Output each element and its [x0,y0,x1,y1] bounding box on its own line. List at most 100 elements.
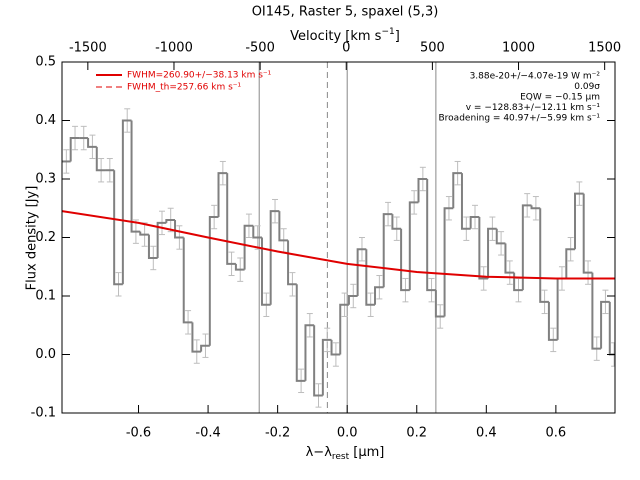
histogram-bin [304,324,315,381]
histogram-bin [95,146,106,172]
histogram-bin [487,227,497,279]
x2-label-sup: −1 [381,27,394,37]
histogram-bin [382,213,393,288]
histogram-bin [443,207,454,317]
x2-tick-label: 1500 [588,41,621,56]
histogram-bin [208,216,219,346]
annotation: v = −128.83+/−12.11 km s⁻¹ [466,103,601,113]
histogram-bin [495,228,506,245]
x-tick-label: -0.2 [265,426,290,441]
histogram-bin [574,192,584,250]
histogram-bin [252,225,262,239]
histogram-bin [147,234,158,259]
histogram-bin [400,228,410,292]
histogram-bin [582,193,593,274]
histogram-bin [513,272,523,292]
histogram-bin [313,325,323,397]
y-tick-label: 0.0 [35,347,56,362]
x-tick-label: 0.4 [476,426,497,441]
x2-tick-label: 0 [342,41,350,56]
x2-tick-label: 1000 [502,41,535,56]
histogram-bin [278,211,289,242]
histogram-bin [565,248,576,279]
histogram-bin [478,217,489,280]
y-tick-label: 0.3 [35,172,56,187]
histogram-bin [339,303,349,355]
fit-line [62,210,615,280]
annotation: Broadening = 40.97+/−5.99 km s⁻¹ [439,114,601,124]
histogram-bin [191,322,202,353]
annotation: EQW = −0.15 μm [520,93,600,103]
x-label-sub: rest [332,452,350,462]
x-tick-label: -0.6 [126,426,151,441]
histogram-bin [243,224,254,270]
histogram-bin [426,179,436,292]
histogram-bin [452,172,462,209]
histogram-bin [182,237,193,324]
histogram-bin [460,173,471,230]
y-axis-label: Flux density [Jy] [25,186,40,291]
histogram-bin [434,290,445,318]
x-tick-label: 0.6 [546,426,567,441]
histogram-bin [295,284,306,382]
histogram-bin [156,221,167,258]
y-tick-label: 0.2 [35,230,56,245]
x2-tick-label: -500 [245,41,275,56]
histogram-bin [408,201,419,291]
histogram-bin [330,339,341,356]
histogram-bin [591,272,602,350]
histogram-bin [321,338,332,396]
plot-area [62,62,615,413]
histogram-bin [139,231,149,236]
x2-tick-label: 500 [420,41,445,56]
x-tick-label: -0.4 [195,426,220,441]
histogram-bin [121,119,132,285]
histogram-bin [374,286,384,305]
histogram-bin [87,138,97,148]
legend-label: FWHM_th=257.66 km s⁻¹ [127,83,242,93]
histogram-bin [165,218,176,223]
x-label-text: λ−λ [306,445,333,460]
histogram-bin [504,243,515,274]
histogram-bin [530,205,541,210]
x2-tick-label: -1000 [155,41,193,56]
histogram-bin [539,208,549,303]
legend-label: FWHM=260.90+/−38.13 km s⁻¹ [127,71,272,81]
histogram-bin [269,210,280,305]
histogram-bin [174,219,184,239]
histogram-bin [130,120,141,233]
histogram-bin [469,216,480,229]
y-tick-label: 0.1 [35,289,56,304]
histogram-bin [547,301,558,341]
histogram-bin [113,170,123,286]
histogram-bin [69,137,80,162]
histogram-bin [356,248,367,296]
x2-axis-label: Velocity [km s−1] [290,27,400,44]
chart-title: OI145, Raster 5, spaxel (5,3) [252,5,439,20]
x2-tick-label: -1500 [69,41,107,56]
histogram-bin [347,295,358,305]
x-axis-label: λ−λrest [μm] [306,445,385,462]
histogram-bin [417,178,428,203]
histogram-bin [365,249,376,306]
y-tick-label: 0.4 [35,113,56,128]
histogram-bin [600,300,610,349]
x2-label-end: ] [395,29,400,44]
x-tick-label: 0.2 [406,426,427,441]
y-tick-label: 0.5 [35,55,56,70]
histogram-bin [287,240,297,286]
histogram-bin [226,173,236,265]
x-tick-label: 0.0 [337,426,358,441]
histogram-bin [260,237,271,306]
histogram-bin [200,344,210,352]
x2-label-text: Velocity [km s [290,29,382,44]
annotation: 3.88e-20+/−4.07e-19 W m⁻² [470,72,601,82]
histogram-bin [217,172,228,218]
histogram-bin [521,204,532,291]
histogram-bin [391,214,402,230]
y-tick-label: -0.1 [31,406,56,421]
histogram-bin [234,263,245,271]
x-label-end: [μm] [349,445,384,460]
annotation: 0.09σ [574,82,600,92]
